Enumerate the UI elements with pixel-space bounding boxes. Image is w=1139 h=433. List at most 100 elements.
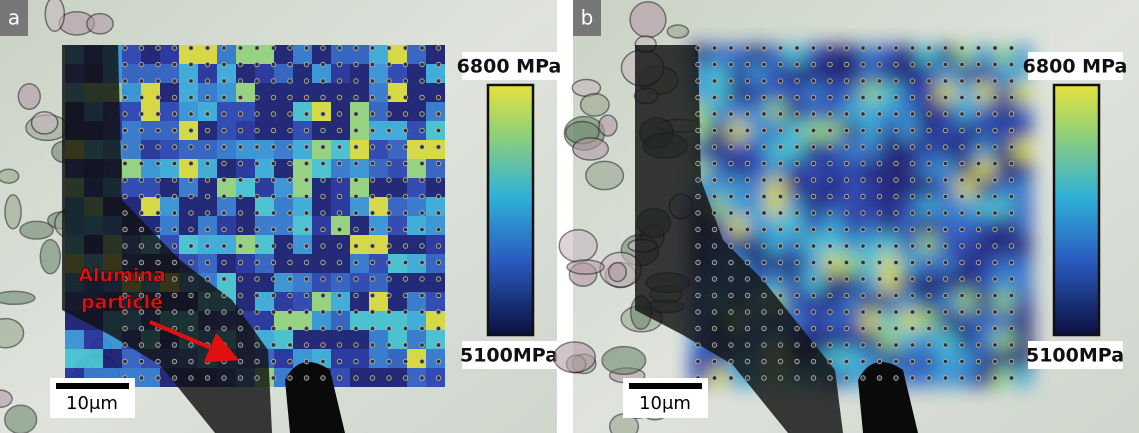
- map-cell: [331, 216, 350, 235]
- indent: [959, 78, 965, 84]
- indent: [728, 160, 734, 167]
- map-cell: [179, 140, 198, 159]
- map-cell: [236, 121, 255, 140]
- grain: [30, 110, 59, 135]
- hardness-map: [65, 45, 445, 387]
- map-cell: [766, 140, 785, 159]
- indent: [909, 226, 916, 233]
- indent: [827, 243, 833, 249]
- indent: [188, 226, 194, 233]
- indent: [402, 276, 409, 282]
- indent: [270, 193, 277, 200]
- map-cell: [274, 349, 293, 368]
- map-cell: [236, 235, 255, 254]
- indent: [204, 78, 211, 84]
- indent: [794, 177, 800, 183]
- indent: [926, 358, 932, 365]
- map-cell: [293, 216, 312, 235]
- map-cell: [994, 64, 1013, 83]
- indent: [777, 259, 784, 266]
- map-cell: [217, 178, 236, 197]
- indent: [860, 45, 866, 51]
- map-cell: [350, 349, 369, 368]
- indent: [876, 94, 883, 101]
- indent: [876, 78, 883, 84]
- indent: [1008, 177, 1015, 183]
- indent: [893, 358, 899, 365]
- indent: [155, 210, 161, 216]
- indent: [270, 144, 277, 150]
- indent: [204, 210, 211, 216]
- indent: [336, 375, 343, 381]
- indent: [122, 160, 128, 167]
- indent: [942, 259, 949, 266]
- map-cell: [937, 45, 956, 64]
- indent: [336, 127, 343, 134]
- map-cell: [1013, 64, 1032, 83]
- indent: [893, 45, 899, 51]
- indent: [728, 226, 734, 233]
- indent: [419, 210, 425, 216]
- indent: [320, 309, 326, 315]
- map-cell: [293, 292, 312, 311]
- colorbar-min: 5100MPa: [460, 345, 558, 367]
- panel: b 6800 MPa 5100MPa 10μm: [553, 0, 1139, 433]
- indent: [303, 226, 310, 233]
- map-cell: [766, 216, 785, 235]
- indent: [695, 325, 701, 332]
- map-cell: [994, 140, 1013, 159]
- indent: [992, 127, 998, 134]
- map-cell: [842, 216, 861, 235]
- indent: [761, 226, 767, 233]
- indent: [695, 94, 701, 101]
- map-cell: [274, 273, 293, 292]
- indent: [386, 226, 392, 233]
- map-cell: [937, 349, 956, 368]
- indent: [777, 325, 784, 332]
- map-cell: [407, 64, 426, 83]
- indent: [435, 193, 442, 200]
- indent: [122, 193, 128, 200]
- colorbar-max-box: [1028, 52, 1123, 80]
- indent: [369, 177, 376, 183]
- map-cell: [842, 140, 861, 159]
- indent: [810, 94, 817, 101]
- annotation: particle: [81, 292, 163, 314]
- map-cell: [103, 349, 122, 368]
- indent: [843, 375, 850, 381]
- map-cell: [141, 197, 160, 216]
- indent: [221, 61, 227, 68]
- indent: [942, 61, 949, 68]
- map-cell: [937, 178, 956, 197]
- map-cell: [255, 235, 274, 254]
- map-cell: [369, 349, 388, 368]
- map-cell: [369, 121, 388, 140]
- panel-label: a: [8, 6, 20, 30]
- indent: [695, 127, 701, 134]
- indent: [270, 325, 277, 332]
- indent: [942, 375, 949, 381]
- indent: [320, 342, 326, 348]
- map-cell: [426, 102, 445, 121]
- grain: [44, 0, 66, 32]
- indent: [744, 127, 751, 134]
- indent: [188, 210, 194, 216]
- map-cell: [1013, 273, 1032, 292]
- indent: [336, 342, 343, 348]
- indent: [155, 193, 161, 200]
- indent: [794, 342, 800, 348]
- indent: [122, 210, 128, 216]
- colorbar: [1052, 83, 1101, 337]
- indent: [353, 292, 359, 299]
- map-cell: [160, 102, 179, 121]
- indent: [711, 127, 718, 134]
- map-cell: [388, 159, 407, 178]
- indent: [992, 78, 998, 84]
- indent: [711, 177, 718, 183]
- indent: [1008, 276, 1015, 282]
- map-cell: [274, 102, 293, 121]
- indent: [942, 325, 949, 332]
- map-cell: [785, 159, 804, 178]
- map-cell: [690, 349, 709, 368]
- indent: [320, 127, 326, 134]
